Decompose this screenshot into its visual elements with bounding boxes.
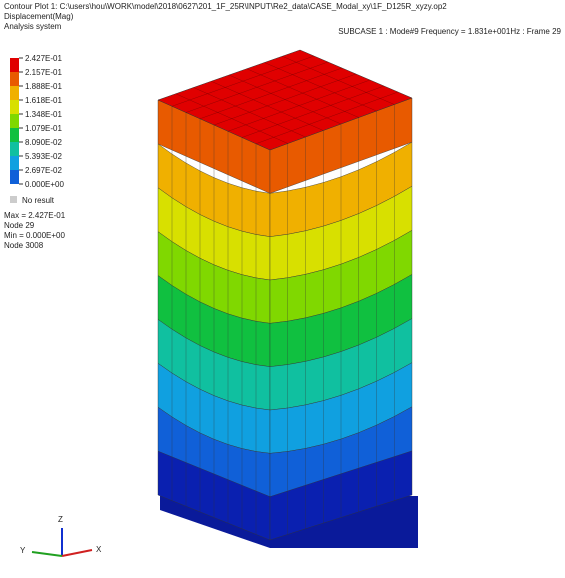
legend-stat: No result <box>22 196 55 205</box>
viewport: Contour Plot 1: C:\users\hou\WORK\model\… <box>0 0 565 578</box>
system: Analysis system <box>4 22 62 31</box>
legend-swatch <box>10 156 19 170</box>
legend-stat: Node 29 <box>4 221 35 230</box>
legend-swatch <box>10 196 17 203</box>
legend: 2.427E-01 2.157E-01 1.888E-01 1.618E-01 1.34… <box>4 54 66 250</box>
legend-label: 2.427E-01 <box>25 54 62 63</box>
legend-swatch <box>10 86 19 100</box>
legend-label: 1.348E-01 <box>25 110 62 119</box>
legend-swatch <box>10 142 19 156</box>
legend-stat: Min = 0.000E+00 <box>4 231 65 240</box>
legend-label: 1.618E-01 <box>25 96 62 105</box>
legend-swatch <box>10 58 19 72</box>
legend-label: 1.079E-01 <box>25 124 62 133</box>
legend-stat: Max = 2.427E-01 <box>4 211 66 220</box>
legend-swatch <box>10 128 19 142</box>
header-path: Contour Plot 1: C:\users\hou\WORK\model\… <box>4 2 447 11</box>
legend-label: 1.888E-01 <box>25 82 62 91</box>
legend-label: 0.000E+00 <box>25 180 64 189</box>
model <box>158 50 418 548</box>
axis-y: Y <box>20 546 26 555</box>
legend-swatch <box>10 170 19 184</box>
triad: Z X Y <box>20 515 102 556</box>
legend-label: 5.393E-02 <box>25 152 62 161</box>
subcase: SUBCASE 1 : Mode#9 Frequency = 1.831e+00… <box>338 27 561 36</box>
legend-label: 2.697E-02 <box>25 166 62 175</box>
legend-swatch <box>10 72 19 86</box>
legend-stat: Node 3008 <box>4 241 44 250</box>
legend-swatch <box>10 100 19 114</box>
axis-z: Z <box>58 515 63 524</box>
legend-label: 2.157E-01 <box>25 68 62 77</box>
legend-label: 8.090E-02 <box>25 138 62 147</box>
result-type: Displacement(Mag) <box>4 12 74 21</box>
legend-swatch <box>10 114 19 128</box>
axis-x: X <box>96 545 102 554</box>
